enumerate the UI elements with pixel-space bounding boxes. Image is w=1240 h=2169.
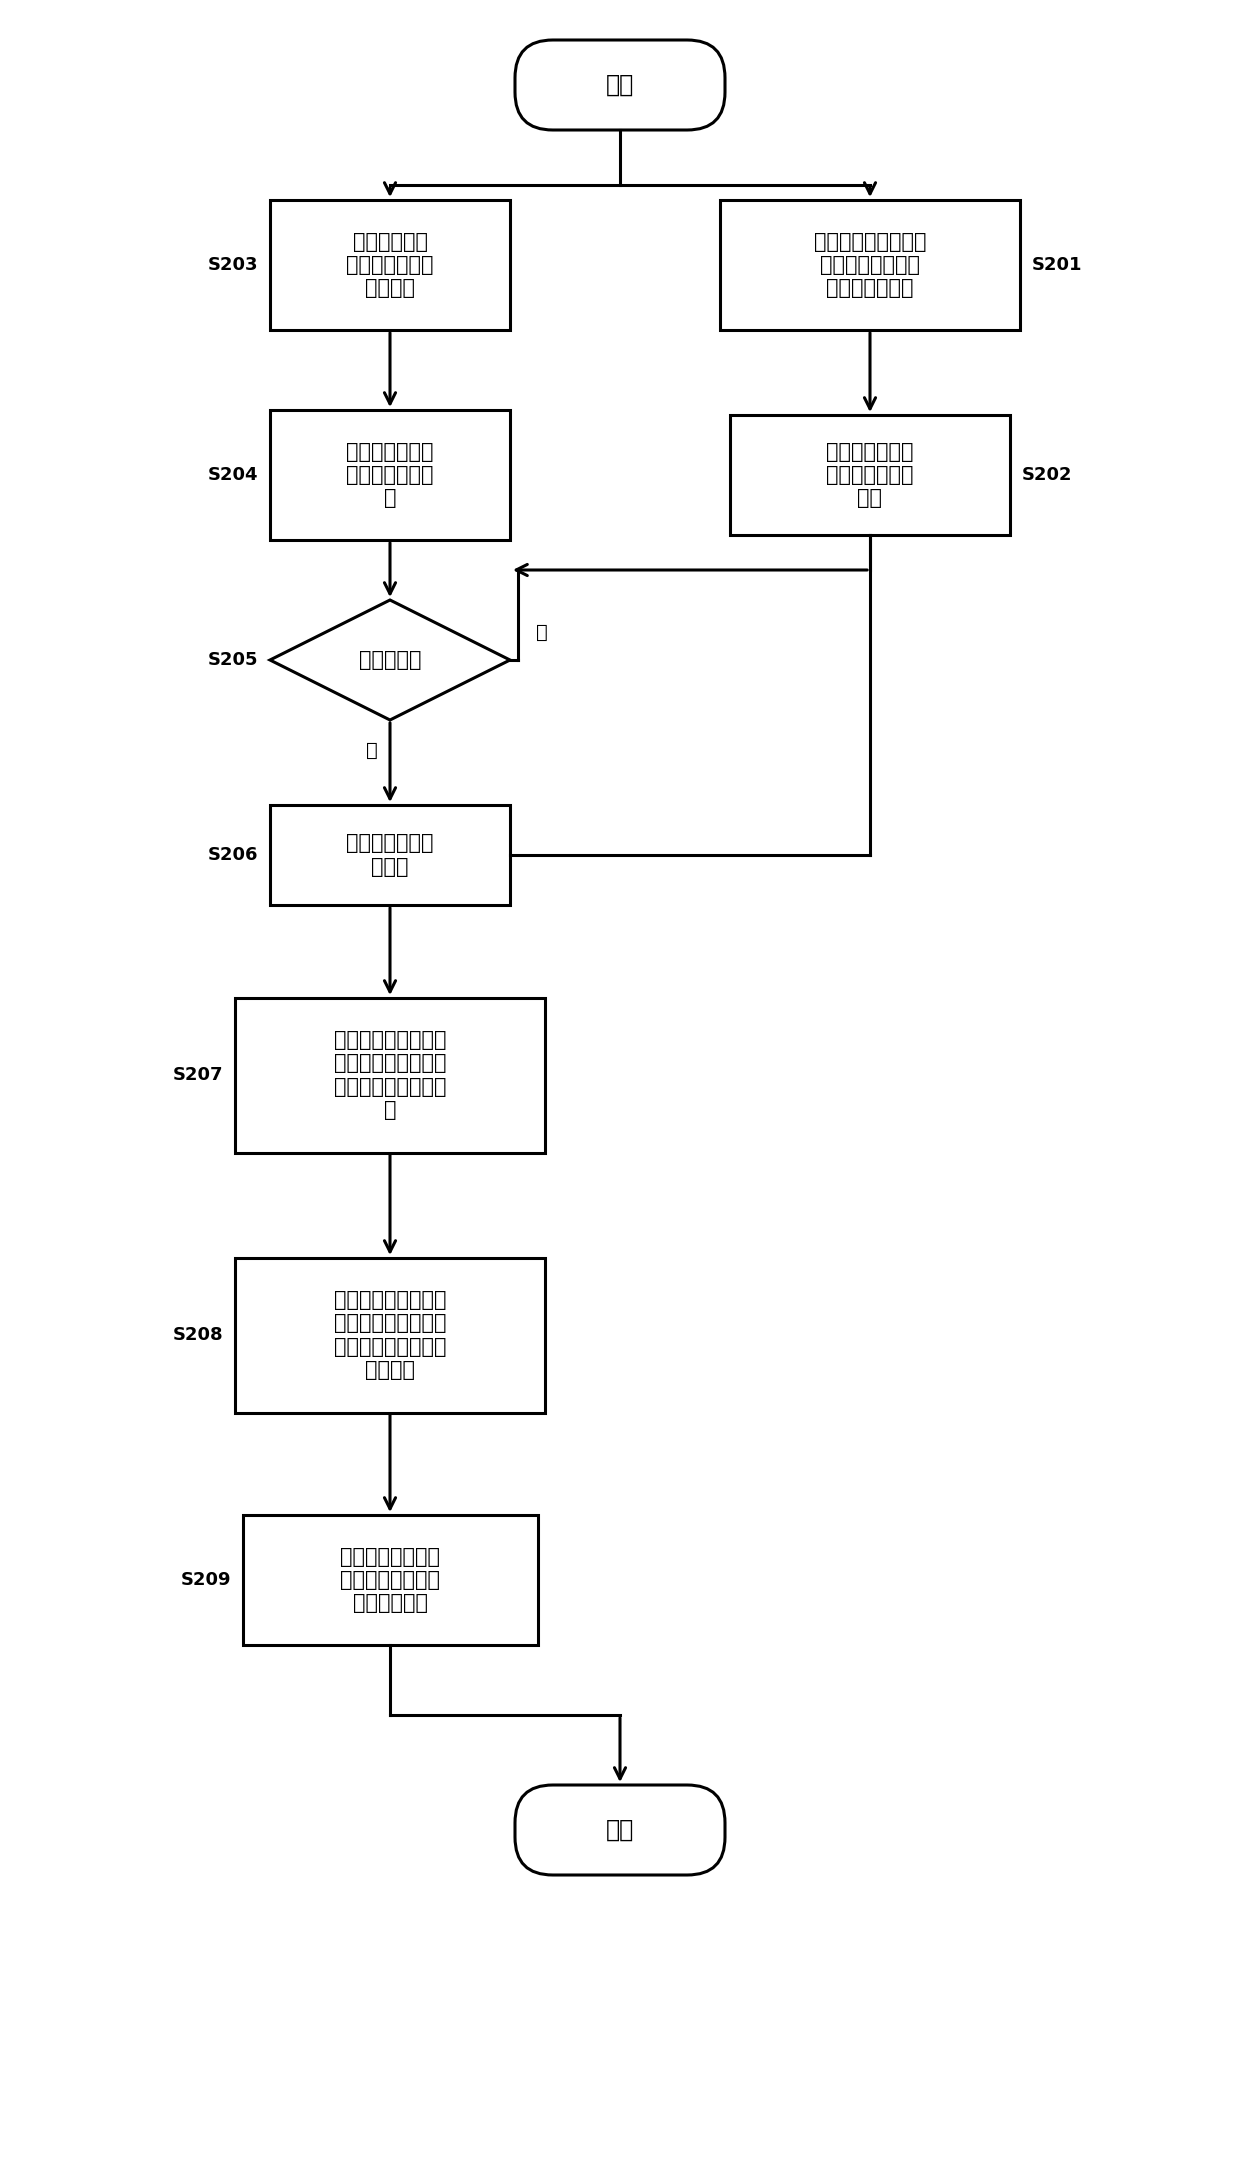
- Text: S201: S201: [1032, 256, 1083, 273]
- Text: S206: S206: [207, 846, 258, 863]
- Text: 根据收到的客户端定
位信息和差分基站的
数据选择基准参考基
站: 根据收到的客户端定 位信息和差分基站的 数据选择基准参考基 站: [334, 1030, 446, 1119]
- FancyBboxPatch shape: [270, 200, 510, 330]
- FancyBboxPatch shape: [236, 1258, 546, 1412]
- Text: 将收到的差分基
站的数据解析并
保存: 将收到的差分基 站的数据解析并 保存: [826, 442, 914, 508]
- FancyBboxPatch shape: [515, 39, 725, 130]
- Text: 将定位信息改正数
和修正卫星集数据
传送给客户端: 将定位信息改正数 和修正卫星集数据 传送给客户端: [340, 1546, 440, 1614]
- FancyBboxPatch shape: [270, 805, 510, 904]
- Text: 等待接收客户端
的单点定位的数
据: 等待接收客户端 的单点定位的数 据: [346, 442, 434, 508]
- FancyBboxPatch shape: [730, 414, 1011, 536]
- FancyBboxPatch shape: [270, 410, 510, 540]
- Text: 是否有数据: 是否有数据: [358, 651, 422, 670]
- Polygon shape: [270, 601, 510, 720]
- Text: S204: S204: [207, 466, 258, 484]
- FancyBboxPatch shape: [243, 1514, 537, 1644]
- FancyBboxPatch shape: [720, 200, 1021, 330]
- FancyBboxPatch shape: [515, 1785, 725, 1874]
- Text: S202: S202: [1022, 466, 1073, 484]
- Text: 否: 否: [536, 623, 548, 642]
- Text: 开始: 开始: [606, 74, 634, 98]
- Text: S207: S207: [172, 1065, 223, 1084]
- Text: 结束: 结束: [606, 1818, 634, 1841]
- Text: 是: 是: [366, 740, 378, 759]
- Text: S205: S205: [207, 651, 258, 668]
- Text: 解析客户端上传
的数据: 解析客户端上传 的数据: [346, 833, 434, 876]
- Text: S209: S209: [181, 1570, 231, 1590]
- Text: S203: S203: [207, 256, 258, 273]
- Text: 核对用户登录
信息，和客户端
建立连接: 核对用户登录 信息，和客户端 建立连接: [346, 232, 434, 297]
- Text: 根据基准参考基站的
数据解算客户端的位
置坐标改正数以及修
正卫星集: 根据基准参考基站的 数据解算客户端的位 置坐标改正数以及修 正卫星集: [334, 1291, 446, 1379]
- FancyBboxPatch shape: [236, 998, 546, 1152]
- Text: 连接基站，接收各基
站发送的伪距观测
信息和导航信息: 连接基站，接收各基 站发送的伪距观测 信息和导航信息: [813, 232, 926, 297]
- Text: S208: S208: [172, 1325, 223, 1345]
